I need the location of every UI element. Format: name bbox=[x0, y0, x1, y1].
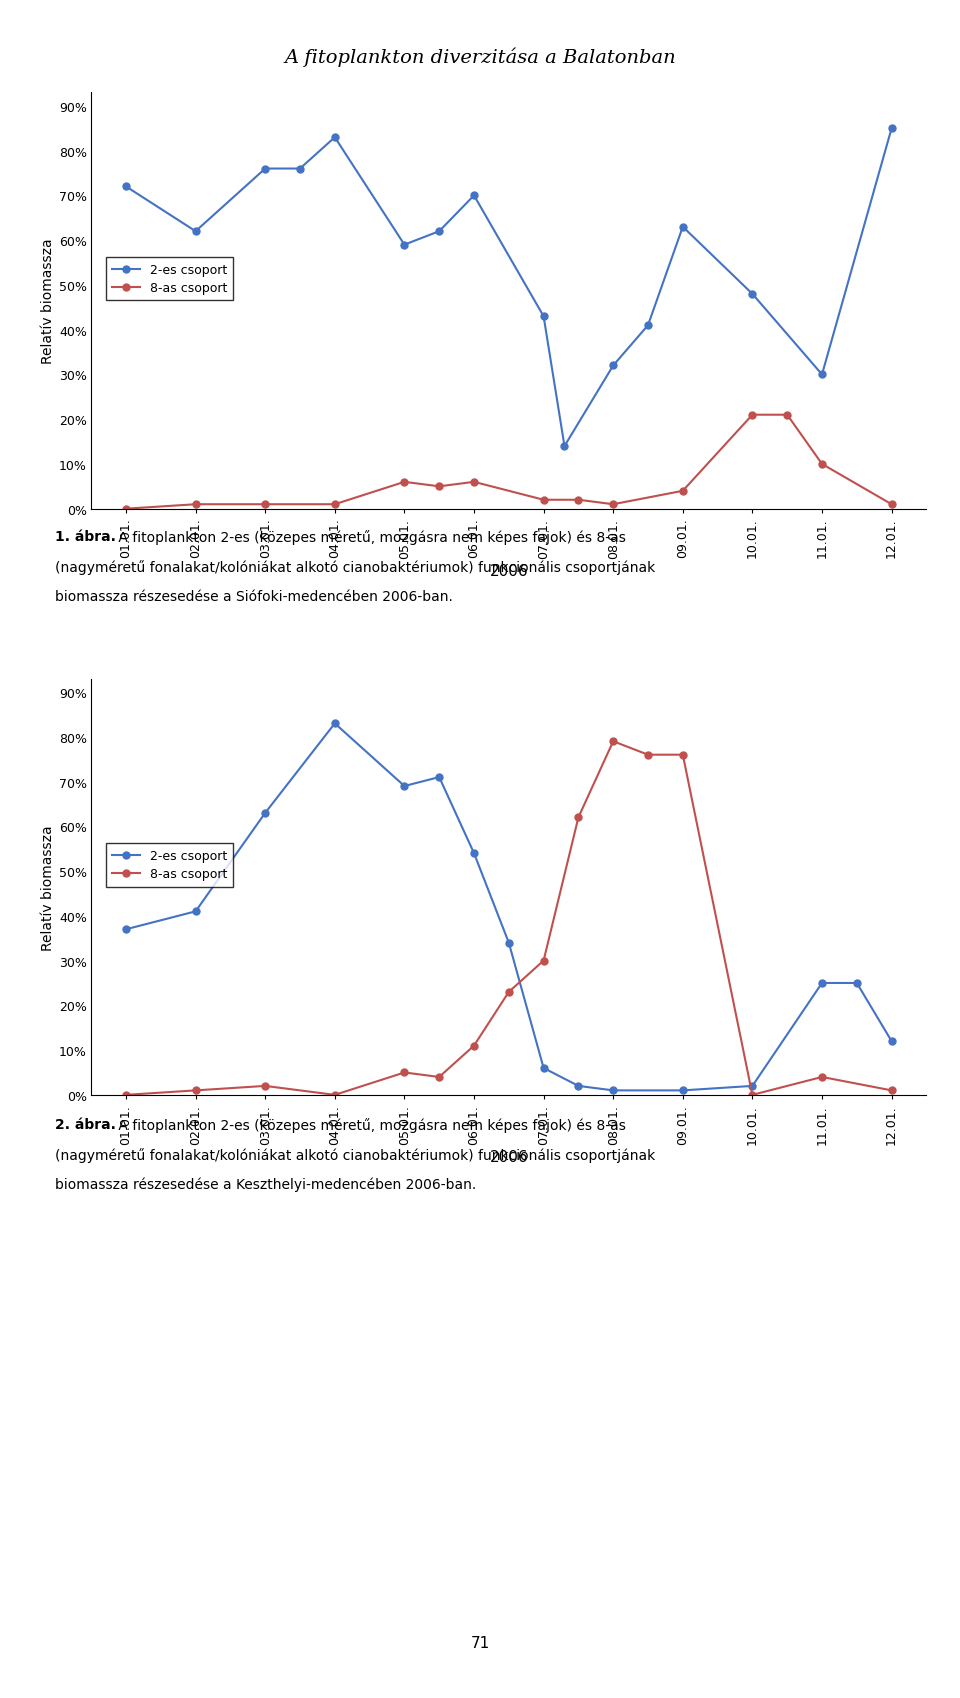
X-axis label: 2006: 2006 bbox=[490, 564, 528, 579]
8-as csoport bbox=[747, 1085, 758, 1105]
8-as csoport bbox=[572, 808, 584, 829]
2-es csoport bbox=[677, 1080, 688, 1100]
Legend: 2-es csoport, 8-as csoport: 2-es csoport, 8-as csoport bbox=[106, 844, 233, 886]
Text: A fitoplankton 2-es (közepes méretű, mozgásra nem képes fajok) és 8-as: A fitoplankton 2-es (közepes méretű, moz… bbox=[114, 1117, 626, 1133]
2-es csoport bbox=[190, 222, 202, 243]
8-as csoport bbox=[747, 406, 758, 426]
8-as csoport bbox=[886, 1080, 898, 1100]
2-es csoport bbox=[398, 776, 410, 796]
8-as csoport bbox=[398, 1063, 410, 1083]
2-es csoport bbox=[677, 217, 688, 238]
Text: 2. ábra.: 2. ábra. bbox=[55, 1117, 115, 1131]
2-es csoport bbox=[642, 316, 654, 336]
8-as csoport bbox=[120, 499, 132, 520]
Text: biomassza részesedése a Siófoki-medencében 2006-ban.: biomassza részesedése a Siófoki-medencéb… bbox=[55, 589, 452, 603]
8-as csoport bbox=[329, 494, 341, 514]
2-es csoport bbox=[816, 973, 828, 993]
2-es csoport bbox=[294, 160, 305, 180]
2-es csoport bbox=[468, 187, 480, 207]
8-as csoport bbox=[886, 494, 898, 514]
8-as csoport bbox=[190, 1080, 202, 1100]
8-as csoport bbox=[816, 455, 828, 475]
Y-axis label: Relatív biomassza: Relatív biomassza bbox=[41, 825, 55, 949]
Text: (nagyméretű fonalakat/kolóniákat alkotó cianobaktériumok) funkcionális csoportjá: (nagyméretű fonalakat/kolóniákat alkotó … bbox=[55, 560, 655, 574]
Line: 8-as csoport: 8-as csoport bbox=[123, 739, 895, 1099]
2-es csoport bbox=[503, 932, 515, 953]
8-as csoport bbox=[572, 491, 584, 511]
8-as csoport bbox=[433, 477, 444, 498]
2-es csoport bbox=[608, 1080, 619, 1100]
2-es csoport bbox=[538, 307, 549, 328]
2-es csoport bbox=[559, 436, 570, 457]
2-es csoport bbox=[608, 357, 619, 377]
Text: A fitoplankton 2-es (közepes méretű, mozgásra nem képes fajok) és 8-as: A fitoplankton 2-es (közepes méretű, moz… bbox=[114, 530, 626, 545]
8-as csoport bbox=[259, 494, 271, 514]
2-es csoport bbox=[329, 127, 341, 148]
8-as csoport bbox=[642, 745, 654, 766]
Y-axis label: Relatív biomassza: Relatív biomassza bbox=[41, 239, 55, 363]
Text: (nagyméretű fonalakat/kolóniákat alkotó cianobaktériumok) funkcionális csoportjá: (nagyméretű fonalakat/kolóniákat alkotó … bbox=[55, 1148, 655, 1161]
8-as csoport bbox=[329, 1085, 341, 1105]
Legend: 2-es csoport, 8-as csoport: 2-es csoport, 8-as csoport bbox=[106, 258, 233, 301]
2-es csoport bbox=[851, 973, 862, 993]
8-as csoport bbox=[677, 481, 688, 501]
8-as csoport bbox=[259, 1077, 271, 1097]
2-es csoport bbox=[329, 713, 341, 734]
2-es csoport bbox=[538, 1058, 549, 1078]
8-as csoport bbox=[190, 494, 202, 514]
8-as csoport bbox=[503, 981, 515, 1002]
2-es csoport bbox=[886, 119, 898, 139]
2-es csoport bbox=[747, 285, 758, 306]
8-as csoport bbox=[608, 494, 619, 514]
8-as csoport bbox=[677, 745, 688, 766]
8-as csoport bbox=[433, 1066, 444, 1087]
8-as csoport bbox=[468, 1036, 480, 1056]
2-es csoport bbox=[747, 1077, 758, 1097]
8-as csoport bbox=[398, 472, 410, 492]
Line: 2-es csoport: 2-es csoport bbox=[123, 126, 895, 450]
2-es csoport bbox=[190, 902, 202, 922]
2-es csoport bbox=[433, 222, 444, 243]
8-as csoport bbox=[608, 732, 619, 752]
X-axis label: 2006: 2006 bbox=[490, 1150, 528, 1165]
2-es csoport bbox=[120, 920, 132, 941]
8-as csoport bbox=[120, 1085, 132, 1105]
2-es csoport bbox=[886, 1031, 898, 1051]
2-es csoport bbox=[468, 844, 480, 864]
8-as csoport bbox=[468, 472, 480, 492]
2-es csoport bbox=[120, 177, 132, 197]
Text: biomassza részesedése a Keszthelyi-medencében 2006-ban.: biomassza részesedése a Keszthelyi-meden… bbox=[55, 1177, 476, 1192]
8-as csoport bbox=[816, 1066, 828, 1087]
8-as csoport bbox=[781, 406, 793, 426]
2-es csoport bbox=[259, 160, 271, 180]
8-as csoport bbox=[538, 951, 549, 971]
2-es csoport bbox=[398, 236, 410, 256]
2-es csoport bbox=[259, 803, 271, 824]
2-es csoport bbox=[816, 365, 828, 385]
8-as csoport bbox=[538, 491, 549, 511]
Line: 8-as csoport: 8-as csoport bbox=[123, 413, 895, 513]
Text: 1. ábra.: 1. ábra. bbox=[55, 530, 115, 543]
2-es csoport bbox=[433, 767, 444, 788]
Text: A fitoplankton diverzitása a Balatonban: A fitoplankton diverzitása a Balatonban bbox=[284, 48, 676, 66]
Line: 2-es csoport: 2-es csoport bbox=[123, 720, 895, 1094]
2-es csoport bbox=[572, 1077, 584, 1097]
Text: 71: 71 bbox=[470, 1635, 490, 1650]
